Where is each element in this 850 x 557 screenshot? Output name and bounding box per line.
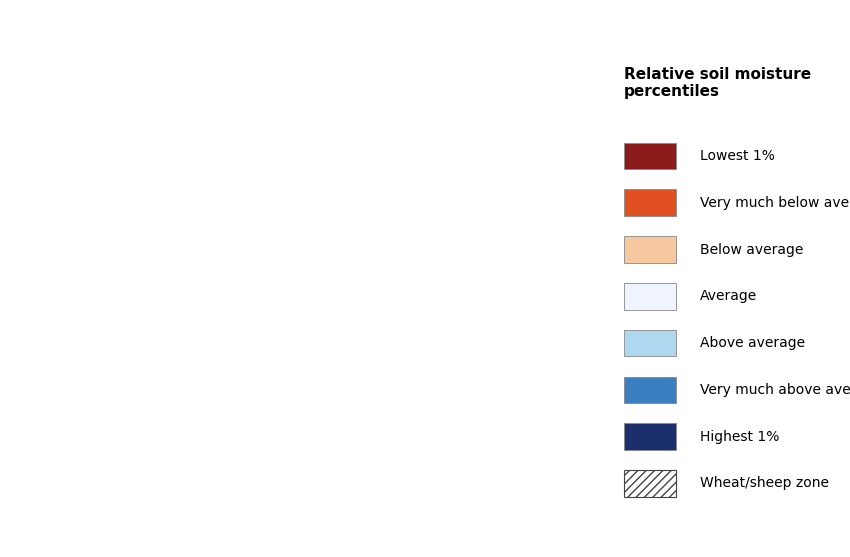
FancyBboxPatch shape [624,470,677,497]
Text: Very much above average: Very much above average [700,383,850,397]
FancyBboxPatch shape [624,423,677,450]
Text: Lowest 1%: Lowest 1% [700,149,775,163]
FancyBboxPatch shape [624,377,677,403]
FancyBboxPatch shape [624,283,677,310]
Text: Above average: Above average [700,336,805,350]
FancyBboxPatch shape [624,189,677,216]
Text: Highest 1%: Highest 1% [700,429,779,444]
FancyBboxPatch shape [624,143,677,169]
FancyBboxPatch shape [624,236,677,263]
Text: Very much below average: Very much below average [700,196,850,210]
FancyBboxPatch shape [624,330,677,356]
Text: Below average: Below average [700,242,803,257]
Text: Average: Average [700,289,757,304]
Text: Relative soil moisture
percentiles: Relative soil moisture percentiles [624,67,811,99]
Text: Wheat/sheep zone: Wheat/sheep zone [700,476,829,491]
